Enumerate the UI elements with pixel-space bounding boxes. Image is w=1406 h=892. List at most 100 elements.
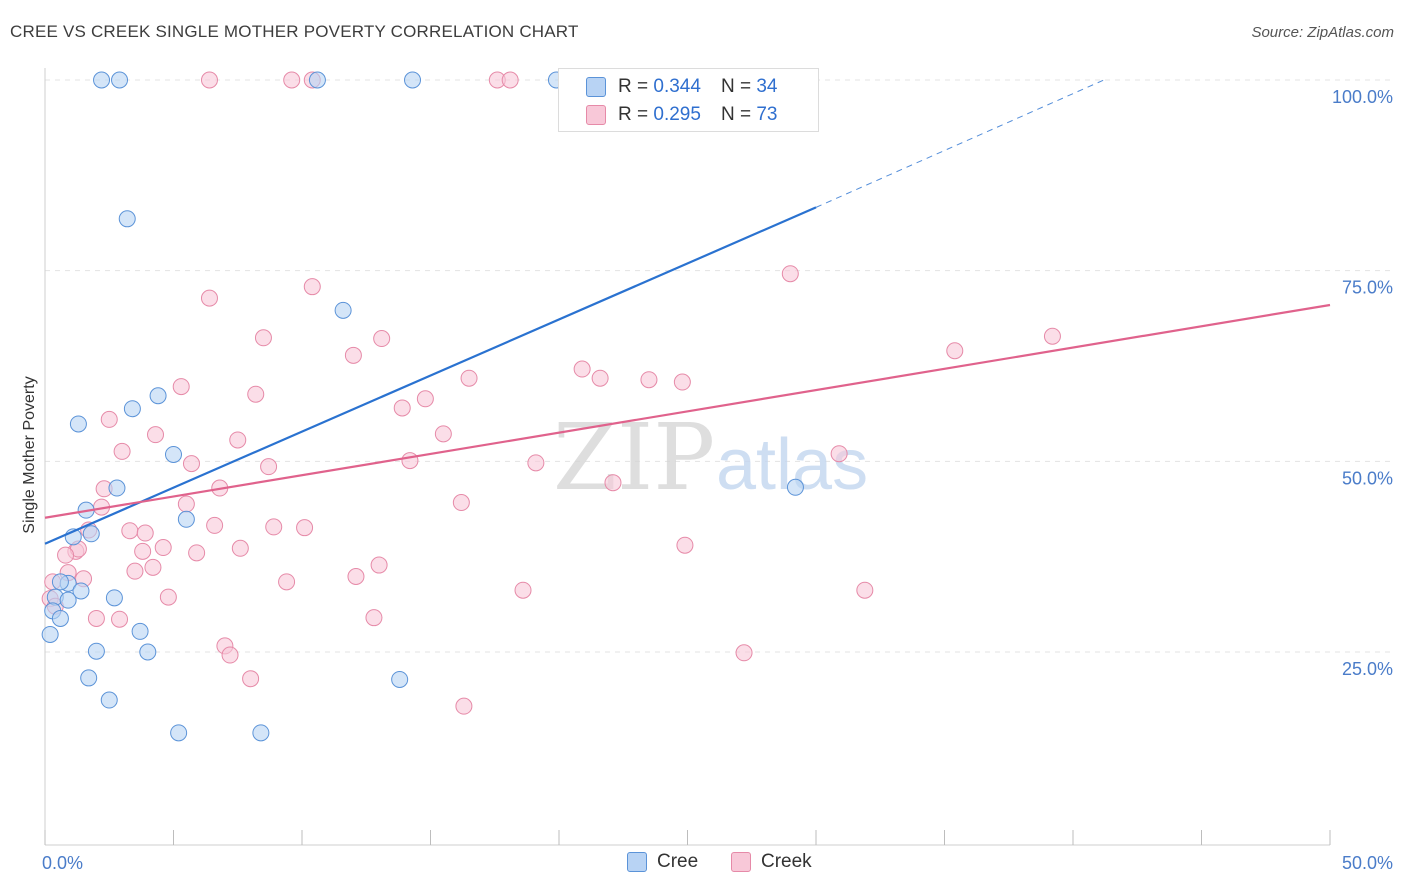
creek-point bbox=[126, 562, 144, 580]
cree-point bbox=[72, 582, 90, 600]
creek-point bbox=[200, 71, 218, 89]
creek-point bbox=[591, 369, 609, 387]
creek-point bbox=[830, 445, 848, 463]
bottom-legend: Cree Creek bbox=[0, 851, 1406, 877]
cree-point bbox=[404, 71, 422, 89]
creek-point bbox=[501, 71, 519, 89]
cree-point bbox=[51, 609, 69, 627]
bottom-legend-swatch-creek bbox=[731, 852, 751, 872]
legend-n-value: 34 bbox=[756, 76, 778, 97]
watermark-zip: ZIP bbox=[553, 404, 715, 511]
creek-point bbox=[182, 455, 200, 473]
creek-point bbox=[254, 329, 272, 347]
cree-point bbox=[131, 622, 149, 640]
y-axis-label: Single Mother Poverty bbox=[21, 376, 38, 533]
creek-point bbox=[229, 431, 247, 449]
watermark: ZIP atlas bbox=[553, 404, 868, 511]
y-tick-label: 100.0% bbox=[1332, 87, 1393, 107]
cree-point bbox=[93, 71, 111, 89]
legend-n-label: N = bbox=[720, 76, 752, 97]
legend-n-value: 73 bbox=[756, 104, 778, 125]
creek-point bbox=[172, 378, 190, 396]
creek-point bbox=[113, 442, 131, 460]
creek-point bbox=[260, 458, 278, 476]
cree-point bbox=[334, 301, 352, 319]
creek-point bbox=[735, 644, 753, 662]
creek-point bbox=[1043, 327, 1061, 345]
legend-r-value: 0.344 bbox=[653, 76, 701, 97]
cree-point bbox=[80, 669, 98, 687]
cree-point bbox=[118, 210, 136, 228]
legend-row-creek: R = 0.295 N = 73 bbox=[559, 101, 777, 129]
creek-point bbox=[401, 452, 419, 470]
x-tick-label: 0.0% bbox=[42, 853, 83, 873]
source-label: Source: ZipAtlas.com bbox=[1251, 24, 1394, 41]
creek-point bbox=[188, 544, 206, 562]
bottom-legend-creek: Creek bbox=[731, 851, 812, 873]
creek-point bbox=[221, 646, 239, 664]
creek-point bbox=[673, 373, 691, 391]
creek-point bbox=[136, 524, 154, 542]
cree-point bbox=[108, 479, 126, 497]
cree-trend-line bbox=[44, 206, 817, 545]
creek-point bbox=[856, 581, 874, 599]
creek-point bbox=[373, 330, 391, 348]
creek-point bbox=[111, 610, 129, 628]
creek-point bbox=[303, 278, 321, 296]
cree-point bbox=[59, 591, 77, 609]
creek-point bbox=[455, 697, 473, 715]
bottom-legend-swatch-cree bbox=[627, 852, 647, 872]
legend-swatch-cree bbox=[586, 77, 606, 97]
creek-point bbox=[393, 399, 411, 417]
creek-point bbox=[573, 360, 591, 378]
creek-point bbox=[159, 588, 177, 606]
creek-point bbox=[452, 494, 470, 512]
creek-point bbox=[344, 346, 362, 364]
creek-point bbox=[527, 454, 545, 472]
cree-point bbox=[87, 642, 105, 660]
cree-point bbox=[177, 510, 195, 528]
creek-point bbox=[416, 390, 434, 408]
x-tick-label: 50.0% bbox=[1342, 853, 1393, 873]
creek-point bbox=[147, 426, 165, 444]
cree-point bbox=[100, 691, 118, 709]
cree-point bbox=[170, 724, 188, 742]
cree-trend-extension bbox=[815, 79, 1105, 208]
axis-layer: 25.0% 50.0% 75.0% 100.0% 0.0% 50.0% bbox=[42, 68, 1393, 873]
creek-point bbox=[87, 609, 105, 627]
legend-r-label: R = bbox=[618, 104, 649, 125]
creek-point bbox=[177, 495, 195, 513]
cree-point bbox=[69, 415, 87, 433]
cree-point bbox=[165, 445, 182, 463]
grid-layer bbox=[45, 79, 1392, 653]
creek-point bbox=[247, 385, 265, 403]
creek-point bbox=[154, 539, 172, 557]
creek-point bbox=[781, 265, 799, 283]
cree-point bbox=[123, 400, 141, 418]
cree-point bbox=[51, 573, 69, 591]
creek-point bbox=[144, 558, 162, 576]
creek-point bbox=[231, 539, 249, 557]
trend-layer bbox=[44, 79, 1331, 545]
creek-point bbox=[121, 522, 139, 540]
cree-point bbox=[786, 478, 804, 496]
legend-row-cree: R = 0.344 N = 34 bbox=[559, 73, 777, 101]
chart-title: CREE VS CREEK SINGLE MOTHER POVERTY CORR… bbox=[10, 22, 579, 41]
creek-point bbox=[57, 546, 75, 564]
creek-point bbox=[134, 542, 152, 560]
creek-point bbox=[242, 670, 260, 688]
creek-point bbox=[514, 581, 532, 599]
y-tick-label: 25.0% bbox=[1342, 659, 1393, 679]
cree-point bbox=[139, 643, 157, 661]
creek-point bbox=[265, 518, 283, 536]
legend-r-label: R = bbox=[618, 76, 649, 97]
creek-point bbox=[278, 573, 296, 591]
creek-point bbox=[200, 289, 218, 307]
legend-swatch-creek bbox=[586, 105, 606, 125]
cree-point bbox=[252, 724, 270, 742]
creek-point bbox=[370, 556, 388, 574]
y-tick-label: 75.0% bbox=[1342, 278, 1393, 298]
creek-point bbox=[676, 536, 694, 554]
creek-point bbox=[365, 609, 383, 627]
creek-point bbox=[460, 369, 478, 387]
